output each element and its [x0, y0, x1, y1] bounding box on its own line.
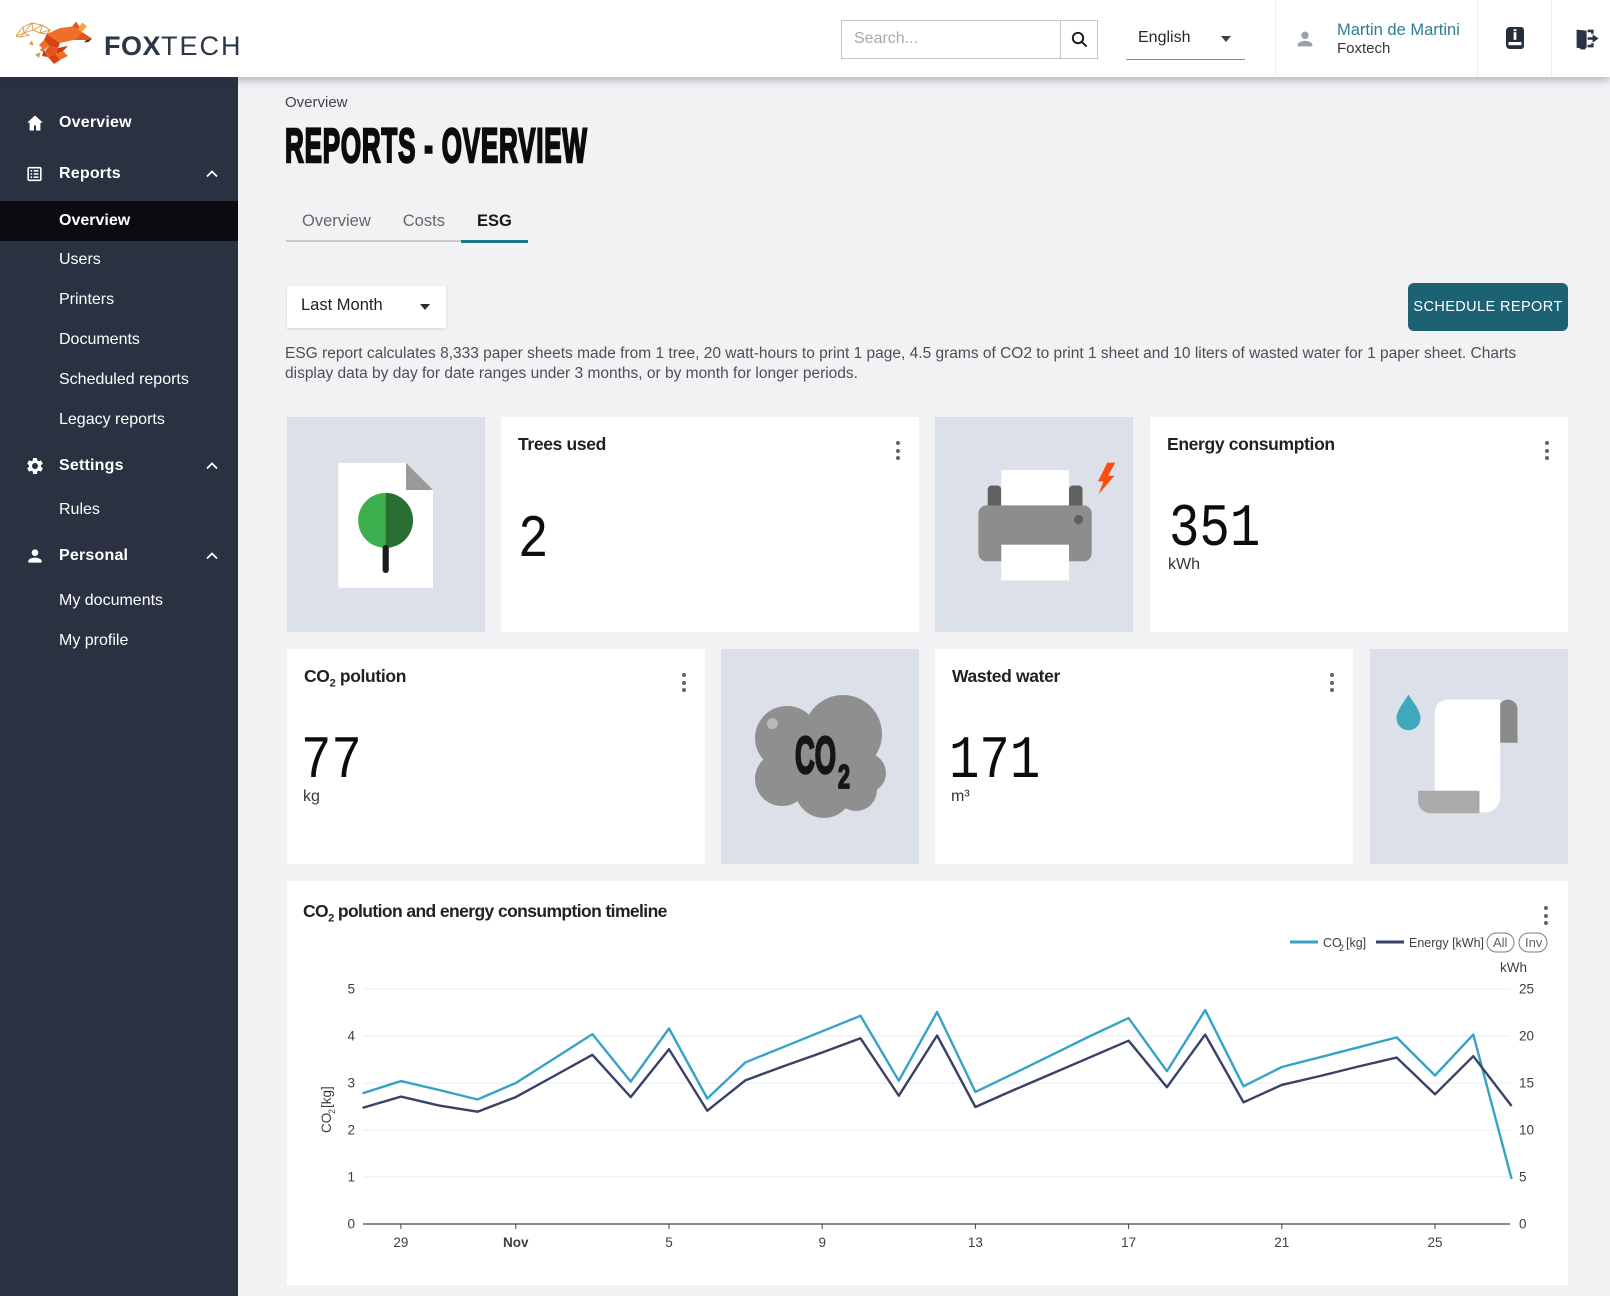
svg-text:10: 10 [1519, 1123, 1534, 1138]
svg-text:[kg]: [kg] [1346, 936, 1366, 950]
svg-text:20: 20 [1519, 1029, 1534, 1044]
svg-text:21: 21 [1274, 1235, 1289, 1250]
svg-text:2: 2 [838, 758, 850, 795]
svg-text:0: 0 [347, 1217, 355, 1232]
svg-text:Energy [kWh]: Energy [kWh] [1409, 936, 1484, 950]
svg-text:3: 3 [347, 1076, 355, 1091]
svg-text:[kg]: [kg] [319, 1086, 334, 1108]
svg-text:1: 1 [347, 1170, 355, 1185]
svg-text:Nov: Nov [503, 1235, 529, 1250]
svg-text:5: 5 [347, 982, 355, 997]
svg-text:29: 29 [393, 1235, 408, 1250]
svg-text:kWh: kWh [1500, 960, 1527, 975]
svg-text:CO: CO [319, 1113, 334, 1133]
svg-text:17: 17 [1121, 1235, 1136, 1250]
svg-text:Inv: Inv [1525, 935, 1543, 950]
svg-text:5: 5 [665, 1235, 673, 1250]
svg-text:5: 5 [1519, 1170, 1527, 1185]
svg-text:2: 2 [1339, 943, 1344, 953]
svg-text:0: 0 [1519, 1217, 1527, 1232]
svg-text:15: 15 [1519, 1076, 1534, 1091]
svg-text:2: 2 [327, 1109, 337, 1114]
svg-text:All: All [1493, 935, 1508, 950]
svg-text:25: 25 [1427, 1235, 1442, 1250]
svg-text:25: 25 [1519, 982, 1534, 997]
svg-text:13: 13 [968, 1235, 983, 1250]
svg-text:2: 2 [347, 1123, 355, 1138]
svg-text:4: 4 [347, 1029, 355, 1044]
svg-text:9: 9 [818, 1235, 826, 1250]
svg-text:CO: CO [1323, 936, 1342, 950]
svg-text:CO: CO [795, 727, 836, 785]
